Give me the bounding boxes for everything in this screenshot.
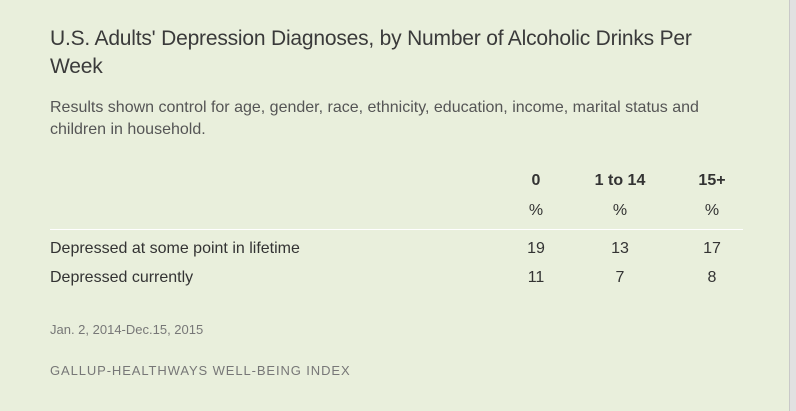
column-unit: % — [704, 202, 720, 219]
table-cell: 11 — [527, 269, 545, 286]
column-unit: % — [528, 202, 544, 219]
chart-subtitle: Results shown control for age, gender, r… — [50, 99, 699, 138]
table-cell: 7 — [615, 269, 625, 286]
row-label: Depressed currently — [50, 269, 194, 286]
table-cell: 13 — [611, 240, 629, 257]
header-divider — [50, 229, 743, 230]
row-label: Depressed at some point in lifetime — [50, 240, 300, 257]
window-edge — [789, 0, 796, 411]
column-header: 1 to 14 — [594, 172, 646, 189]
table-cell: 8 — [707, 269, 717, 286]
source-label: GALLUP-HEALTHWAYS WELL-BEING INDEX — [50, 363, 351, 378]
column-unit: % — [612, 202, 628, 219]
date-range: Jan. 2, 2014-Dec.15, 2015 — [50, 322, 204, 337]
chart-title: U.S. Adults' Depression Diagnoses, by Nu… — [50, 27, 692, 78]
column-header: 15+ — [698, 172, 726, 189]
column-header: 0 — [531, 172, 541, 189]
table-cell: 19 — [527, 240, 545, 257]
table-cell: 17 — [703, 240, 721, 257]
